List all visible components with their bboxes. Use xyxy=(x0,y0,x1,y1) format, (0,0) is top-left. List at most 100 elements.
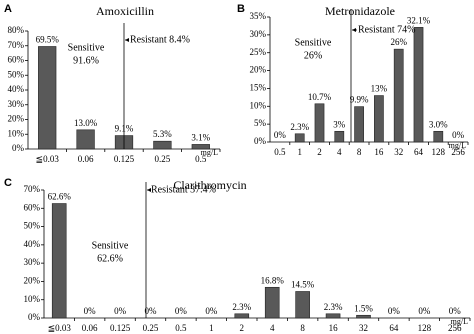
bar xyxy=(234,313,250,319)
resistant-label: Resistant 74% xyxy=(358,24,416,35)
value-label: 62.6% xyxy=(48,192,72,202)
x-tick-label: 256 xyxy=(448,323,462,333)
value-label: 26% xyxy=(390,37,407,47)
panel-label: B xyxy=(237,3,245,15)
y-tick-label: 80% xyxy=(8,25,25,35)
y-tick-label: 10% xyxy=(250,100,267,110)
value-label: 10.7% xyxy=(308,92,332,102)
x-tick-label: 0.5 xyxy=(274,147,286,157)
resistant-label: Resistant 37.4% xyxy=(151,184,216,195)
y-tick-label: 70% xyxy=(24,184,41,194)
arrow-head xyxy=(147,188,151,192)
value-label: 16.8% xyxy=(261,275,285,285)
y-tick-label: 25% xyxy=(250,47,267,57)
x-tick-label: 1 xyxy=(297,147,302,157)
y-tick-label: 60% xyxy=(24,202,41,212)
bar xyxy=(38,46,57,150)
value-label: 0% xyxy=(114,306,127,316)
x-tick-label: 256 xyxy=(451,147,465,157)
sensitive-label: Sensitive xyxy=(68,42,105,53)
y-tick-label: 70% xyxy=(8,40,25,50)
resistant-label: Resistant 8.4% xyxy=(130,34,190,45)
x-tick-label: 128 xyxy=(418,323,432,333)
value-label: 0% xyxy=(274,130,287,140)
value-label: 2.3% xyxy=(232,302,251,312)
x-tick-label: 4 xyxy=(337,147,342,157)
x-tick-label: 64 xyxy=(414,147,424,157)
y-tick-label: 10% xyxy=(8,128,25,138)
x-tick-label: 8 xyxy=(300,323,305,333)
y-tick-label: 0% xyxy=(12,143,25,153)
bar xyxy=(413,27,424,143)
arrow-head xyxy=(352,28,356,32)
value-label: 0% xyxy=(84,306,97,316)
panel-label: A xyxy=(4,3,12,15)
bar xyxy=(334,130,345,143)
value-label: 3.0% xyxy=(429,119,448,129)
y-tick-label: 30% xyxy=(8,99,25,109)
bar xyxy=(264,286,280,319)
chart-title: Clarithromycin xyxy=(173,178,246,192)
y-tick-label: 15% xyxy=(250,82,267,92)
value-label: 2.3% xyxy=(290,122,309,132)
x-tick-label: 0.25 xyxy=(143,323,159,333)
bar xyxy=(356,314,371,319)
value-label: 69.5% xyxy=(36,35,60,45)
x-tick-label: 0.06 xyxy=(78,154,94,164)
x-tick-label: 2 xyxy=(240,323,245,333)
y-tick-label: 35% xyxy=(250,11,267,21)
bar xyxy=(51,203,67,319)
value-label: 9.9% xyxy=(350,95,369,105)
x-tick-label: 32 xyxy=(394,147,403,157)
y-tick-label: 20% xyxy=(8,114,25,124)
bar xyxy=(191,144,210,150)
unit-label: mg/L xyxy=(201,148,218,157)
chart-title: Amoxicillin xyxy=(96,4,154,18)
bar xyxy=(393,48,404,143)
y-tick-label: 5% xyxy=(254,118,267,128)
x-tick-label: 16 xyxy=(374,147,384,157)
x-tick-label: 0.125 xyxy=(110,323,131,333)
arrow-head xyxy=(125,38,129,42)
sensitive-label: Sensitive xyxy=(92,240,129,251)
value-label: 0% xyxy=(452,130,465,140)
bar xyxy=(294,133,305,143)
y-tick-label: 40% xyxy=(8,84,25,94)
value-label: 5.3% xyxy=(153,129,172,139)
panel-label: C xyxy=(4,177,12,189)
y-tick-label: 30% xyxy=(250,29,267,39)
sensitive-label: 62.6% xyxy=(97,253,123,264)
x-tick-label: 32 xyxy=(359,323,368,333)
x-tick-label: 0.5 xyxy=(175,323,187,333)
x-tick-label: ≦0.03 xyxy=(48,323,72,333)
y-tick-label: 50% xyxy=(8,69,25,79)
value-label: 14.5% xyxy=(291,280,315,290)
value-label: 0% xyxy=(418,306,431,316)
y-tick-label: 50% xyxy=(24,221,41,231)
x-tick-label: 128 xyxy=(432,147,446,157)
y-tick-label: 10% xyxy=(24,294,41,304)
value-label: 2.3% xyxy=(324,302,343,312)
x-tick-label: 0.5 xyxy=(195,154,207,164)
y-tick-label: 0% xyxy=(254,136,267,146)
x-tick-label: 0.125 xyxy=(114,154,135,164)
bar xyxy=(433,130,444,143)
unit-label: mg/L xyxy=(451,317,468,326)
x-tick-label: 4 xyxy=(270,323,275,333)
bar xyxy=(374,95,384,143)
sensitive-label: 91.6% xyxy=(73,55,99,66)
x-tick-label: 64 xyxy=(389,323,399,333)
bar xyxy=(76,129,95,150)
y-tick-label: 60% xyxy=(8,55,25,65)
sensitive-label: Sensitive xyxy=(295,37,332,48)
chart-title: Metronidazole xyxy=(325,4,395,18)
y-tick-label: 30% xyxy=(24,257,41,267)
bar xyxy=(325,313,341,319)
y-tick-label: 40% xyxy=(24,239,41,249)
x-tick-label: 2 xyxy=(317,147,322,157)
value-label: 0% xyxy=(145,306,158,316)
value-label: 32.1% xyxy=(407,15,431,25)
value-label: 13.0% xyxy=(74,118,98,128)
unit-label: mg/L xyxy=(449,141,466,150)
